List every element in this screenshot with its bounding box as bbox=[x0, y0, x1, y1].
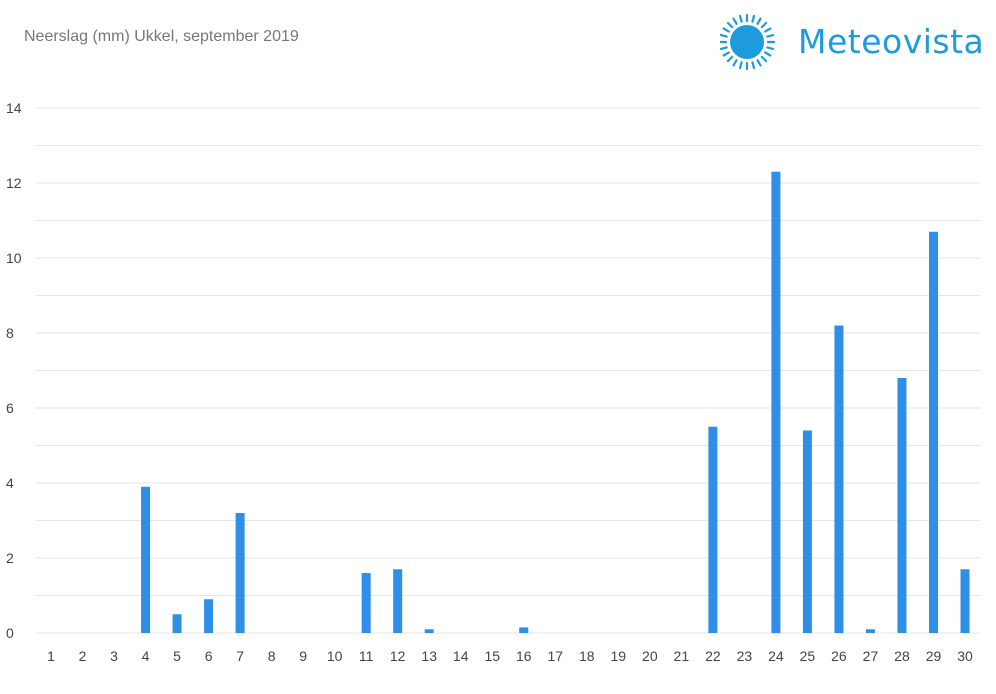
x-tick-label: 10 bbox=[327, 648, 343, 664]
x-tick-label: 18 bbox=[579, 648, 595, 664]
x-tick-label: 5 bbox=[173, 648, 181, 664]
x-tick-label: 2 bbox=[79, 648, 87, 664]
bar-day-5[interactable] bbox=[172, 614, 182, 633]
y-tick-label: 14 bbox=[6, 100, 22, 116]
bar-day-6[interactable] bbox=[204, 599, 214, 633]
bar-day-16[interactable] bbox=[519, 627, 529, 633]
y-tick-label: 10 bbox=[6, 250, 22, 266]
x-tick-label: 22 bbox=[705, 648, 721, 664]
y-tick-label: 4 bbox=[6, 475, 14, 491]
x-tick-label: 26 bbox=[831, 648, 847, 664]
x-axis-ticks: 1 2 3 4 5 6 7 8 9 10 11 12 13 14 15 16 17 18 19 20 21 22 23 24 2… bbox=[47, 648, 973, 664]
x-tick-label: 29 bbox=[926, 648, 942, 664]
bar-day-26[interactable] bbox=[834, 325, 844, 634]
bar-day-24[interactable] bbox=[771, 171, 781, 633]
bar-day-25[interactable] bbox=[802, 430, 812, 634]
x-tick-label: 16 bbox=[516, 648, 532, 664]
bar-day-4[interactable] bbox=[141, 486, 151, 633]
bar-day-30[interactable] bbox=[960, 569, 970, 633]
x-tick-label: 27 bbox=[863, 648, 879, 664]
x-tick-label: 7 bbox=[236, 648, 244, 664]
bar-day-11[interactable] bbox=[361, 573, 371, 633]
bar-day-13[interactable] bbox=[424, 629, 434, 633]
x-tick-label: 21 bbox=[674, 648, 690, 664]
x-tick-label: 23 bbox=[737, 648, 753, 664]
x-tick-label: 15 bbox=[484, 648, 500, 664]
x-tick-label: 11 bbox=[359, 648, 374, 664]
x-tick-label: 12 bbox=[390, 648, 406, 664]
x-tick-label: 13 bbox=[421, 648, 437, 664]
x-tick-label: 9 bbox=[299, 648, 307, 664]
x-tick-label: 30 bbox=[957, 648, 973, 664]
bar-day-29[interactable] bbox=[928, 231, 938, 633]
bar-day-7[interactable] bbox=[235, 513, 245, 633]
x-tick-label: 24 bbox=[768, 648, 784, 664]
x-tick-label: 17 bbox=[547, 648, 563, 664]
bar-day-22[interactable] bbox=[708, 426, 718, 633]
brand-name: Meteovista bbox=[798, 22, 985, 61]
y-axis-ticks: 0 2 4 6 8 10 12 14 bbox=[6, 100, 22, 641]
x-tick-label: 4 bbox=[142, 648, 150, 664]
y-tick-label: 2 bbox=[6, 550, 14, 566]
x-tick-label: 14 bbox=[453, 648, 469, 664]
y-tick-label: 6 bbox=[6, 400, 14, 416]
x-tick-label: 3 bbox=[110, 648, 118, 664]
x-tick-label: 19 bbox=[611, 648, 627, 664]
bars bbox=[141, 171, 970, 634]
bar-day-28[interactable] bbox=[897, 378, 907, 633]
chart-title: Neerslag (mm) Ukkel, september 2019 bbox=[24, 28, 299, 45]
y-tick-label: 8 bbox=[6, 325, 14, 341]
y-tick-label: 12 bbox=[6, 175, 22, 191]
sun-icon bbox=[718, 13, 776, 71]
x-tick-label: 28 bbox=[894, 648, 910, 664]
x-tick-label: 6 bbox=[205, 648, 213, 664]
bar-day-27[interactable] bbox=[865, 629, 875, 633]
grid-lines bbox=[36, 107, 980, 634]
x-tick-label: 25 bbox=[800, 648, 816, 664]
brand-logo: Meteovista bbox=[718, 10, 984, 74]
x-tick-label: 8 bbox=[268, 648, 276, 664]
y-tick-label: 0 bbox=[6, 625, 14, 641]
x-tick-label: 1 bbox=[47, 648, 55, 664]
bar-day-12[interactable] bbox=[393, 569, 403, 633]
x-tick-label: 20 bbox=[642, 648, 658, 664]
